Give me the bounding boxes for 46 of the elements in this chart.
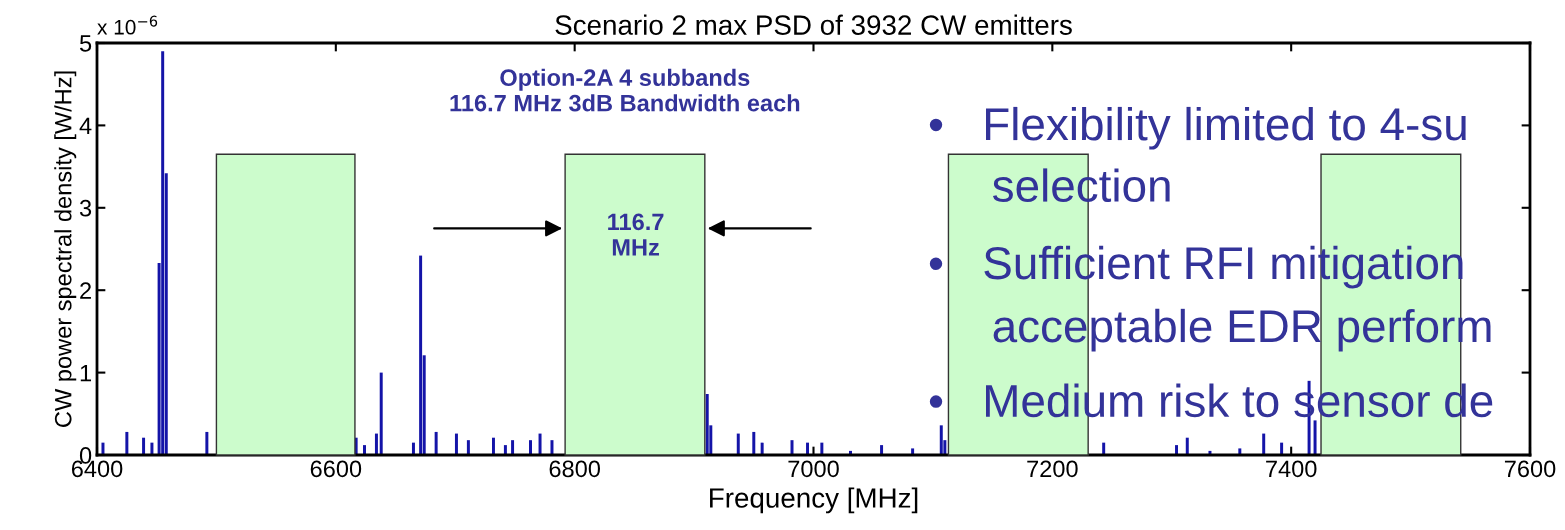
bar bbox=[528, 440, 532, 455]
bar bbox=[374, 433, 378, 455]
bar bbox=[1262, 433, 1266, 455]
bar bbox=[161, 51, 165, 455]
bar bbox=[205, 431, 209, 455]
bar bbox=[1313, 420, 1317, 455]
bar bbox=[419, 255, 423, 455]
bar bbox=[503, 445, 507, 455]
bar bbox=[434, 431, 438, 455]
x-tick-label: 6800 bbox=[549, 460, 601, 478]
bar bbox=[939, 425, 943, 455]
bar bbox=[880, 445, 884, 455]
bar bbox=[511, 440, 515, 455]
y-tick-label: 2 bbox=[80, 282, 91, 299]
y-tick-label: 4 bbox=[79, 117, 92, 134]
y-tick-label: 1 bbox=[80, 364, 91, 382]
bar bbox=[491, 437, 495, 455]
chart-title: Scenario 2 max PSD of 3932 CW emitters bbox=[555, 14, 1072, 35]
annotation: Option-2A 4 subbands 116.7 MHz 3dB Bandwidth each bbox=[450, 68, 800, 112]
x-tick-label: 7200 bbox=[1027, 460, 1078, 478]
bar bbox=[125, 431, 129, 455]
bar bbox=[363, 445, 366, 455]
bar bbox=[466, 440, 470, 455]
bar bbox=[705, 394, 709, 455]
bar bbox=[142, 437, 146, 455]
y-tick-label: 5 bbox=[79, 35, 92, 52]
text: x 10$^{−6}$ bbox=[97, 15, 158, 35]
x-tick-label: 7400 bbox=[1266, 460, 1317, 478]
x-tick-label: 7000 bbox=[788, 460, 839, 478]
y-axis-title: CW power spectral density [W/Hz] bbox=[54, 71, 77, 427]
bar bbox=[1175, 445, 1179, 455]
bar bbox=[454, 433, 458, 455]
bar bbox=[752, 431, 756, 455]
bar bbox=[550, 440, 554, 455]
bar bbox=[538, 433, 542, 455]
bar bbox=[1185, 437, 1189, 455]
annotation: 116.7 MHz bbox=[608, 213, 664, 256]
bar bbox=[1238, 448, 1242, 455]
x-tick-label: 7600 bbox=[1504, 460, 1556, 478]
y-tick-label: 3 bbox=[79, 199, 92, 217]
annotation: • Flexibility limited to 4-su bbox=[929, 106, 1466, 150]
x-axis-title: Frequency [MHz] bbox=[710, 487, 918, 514]
bar bbox=[911, 448, 915, 455]
bar bbox=[379, 372, 383, 455]
bar bbox=[736, 433, 740, 455]
x-tick-label: 6600 bbox=[310, 460, 362, 478]
